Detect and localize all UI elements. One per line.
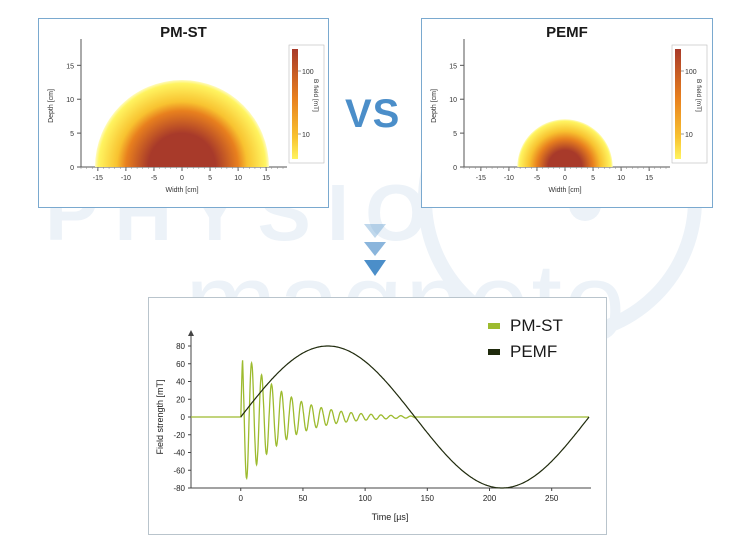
arrow-down-icon bbox=[364, 242, 386, 256]
y-tick-label: 10 bbox=[66, 97, 74, 104]
x-tick-label: 100 bbox=[358, 494, 372, 503]
x-tick-label: 150 bbox=[421, 494, 435, 503]
arrow-down-icon bbox=[364, 260, 386, 276]
legend: PM-ST PEMF bbox=[488, 313, 563, 365]
x-tick-label: -5 bbox=[151, 175, 157, 182]
heatmap-panel-pemf: PEMF -15 -10 -5 0 5 10 15 0 5 10 15 Width [cm] Depth… bbox=[421, 18, 713, 208]
colorbar bbox=[292, 49, 298, 159]
y-tick-label: 0 bbox=[181, 413, 186, 422]
legend-swatch bbox=[488, 323, 500, 329]
x-axis-label: Width [cm] bbox=[548, 187, 581, 194]
series-pemf-line bbox=[240, 345, 590, 489]
x-tick-label: 15 bbox=[645, 175, 653, 182]
legend-label: PEMF bbox=[510, 342, 558, 361]
colorbar-frame bbox=[671, 44, 708, 164]
line-chart: -80 -60 -40 -20 0 20 40 60 80 0 50 100 150 200 250 Time… bbox=[155, 330, 591, 522]
y-tick-label: 15 bbox=[66, 63, 74, 70]
line-chart-panel: -80 -60 -40 -20 0 20 40 60 80 0 50 100 150 200 250 Time… bbox=[148, 297, 607, 535]
legend-swatch bbox=[488, 349, 500, 355]
x-tick-label: 10 bbox=[617, 175, 625, 182]
y-tick-label: 0 bbox=[453, 165, 457, 172]
colorbar bbox=[675, 49, 681, 159]
x-tick-label: 5 bbox=[591, 175, 595, 182]
y-tick-label: -40 bbox=[173, 449, 185, 458]
x-tick-label: -10 bbox=[504, 175, 514, 182]
colorbar-tick-label: 10 bbox=[685, 132, 693, 139]
y-tick-label: 15 bbox=[449, 63, 457, 70]
x-axis-label: Time [µs] bbox=[372, 512, 409, 522]
legend-item-pm-st: PM-ST bbox=[488, 313, 563, 339]
heatmap-pemf: -15 -10 -5 0 5 10 15 0 5 10 15 Width [cm] Depth [cm]… bbox=[431, 39, 708, 194]
x-tick-label: 0 bbox=[563, 175, 567, 182]
x-tick-label: 250 bbox=[545, 494, 559, 503]
y-axis-label: Field strength [mT] bbox=[155, 379, 165, 454]
series-pm-st-line bbox=[191, 360, 589, 481]
y-tick-label: -80 bbox=[173, 484, 185, 493]
field-region bbox=[95, 80, 269, 167]
y-tick-label: 80 bbox=[176, 342, 185, 351]
x-tick-label: 200 bbox=[483, 494, 497, 503]
x-tick-label: -15 bbox=[93, 175, 103, 182]
x-tick-label: -5 bbox=[534, 175, 540, 182]
y-tick-label: 10 bbox=[449, 97, 457, 104]
panel-title: PEMF bbox=[546, 24, 588, 41]
colorbar-tick-label: 100 bbox=[302, 69, 314, 76]
panel-title: PM-ST bbox=[160, 24, 207, 41]
x-tick-label: -10 bbox=[121, 175, 131, 182]
legend-label: PM-ST bbox=[510, 316, 563, 335]
y-tick-label: -20 bbox=[173, 431, 185, 440]
colorbar-label: B field [mT] bbox=[312, 79, 319, 112]
y-tick-label: 5 bbox=[453, 131, 457, 138]
arrow-down-icon bbox=[364, 224, 386, 238]
x-tick-label: 0 bbox=[180, 175, 184, 182]
y-axis-arrow-icon bbox=[188, 330, 194, 336]
y-tick-label: 0 bbox=[70, 165, 74, 172]
y-axis-label: Depth [cm] bbox=[431, 89, 438, 123]
heatmap-panel-pm-st: PM-ST -15 -10 -5 0 5 10 15 0 5 10 15 Width [cm] Dept… bbox=[38, 18, 329, 208]
y-tick-label: 20 bbox=[176, 395, 185, 404]
legend-item-pemf: PEMF bbox=[488, 339, 563, 365]
y-tick-label: -60 bbox=[173, 466, 185, 475]
x-axis-label: Width [cm] bbox=[165, 187, 198, 194]
x-tick-label: 50 bbox=[298, 494, 307, 503]
heatmap-pm-st: -15 -10 -5 0 5 10 15 0 5 10 15 Width [cm] Depth [cm]… bbox=[48, 39, 325, 194]
x-tick-label: 5 bbox=[208, 175, 212, 182]
x-tick-label: -15 bbox=[476, 175, 486, 182]
colorbar-frame bbox=[288, 44, 325, 164]
colorbar-tick-label: 10 bbox=[302, 132, 310, 139]
x-tick-label: 0 bbox=[239, 494, 244, 503]
field-region bbox=[517, 119, 613, 167]
x-tick-label: 10 bbox=[234, 175, 242, 182]
y-tick-label: 60 bbox=[176, 360, 185, 369]
y-tick-label: 40 bbox=[176, 378, 185, 387]
x-tick-label: 15 bbox=[262, 175, 270, 182]
down-arrows bbox=[364, 224, 386, 276]
colorbar-label: B field [mT] bbox=[695, 79, 702, 112]
y-axis-label: Depth [cm] bbox=[48, 89, 55, 123]
vs-label: VS bbox=[345, 92, 401, 136]
colorbar-tick-label: 100 bbox=[685, 69, 697, 76]
y-tick-label: 5 bbox=[70, 131, 74, 138]
